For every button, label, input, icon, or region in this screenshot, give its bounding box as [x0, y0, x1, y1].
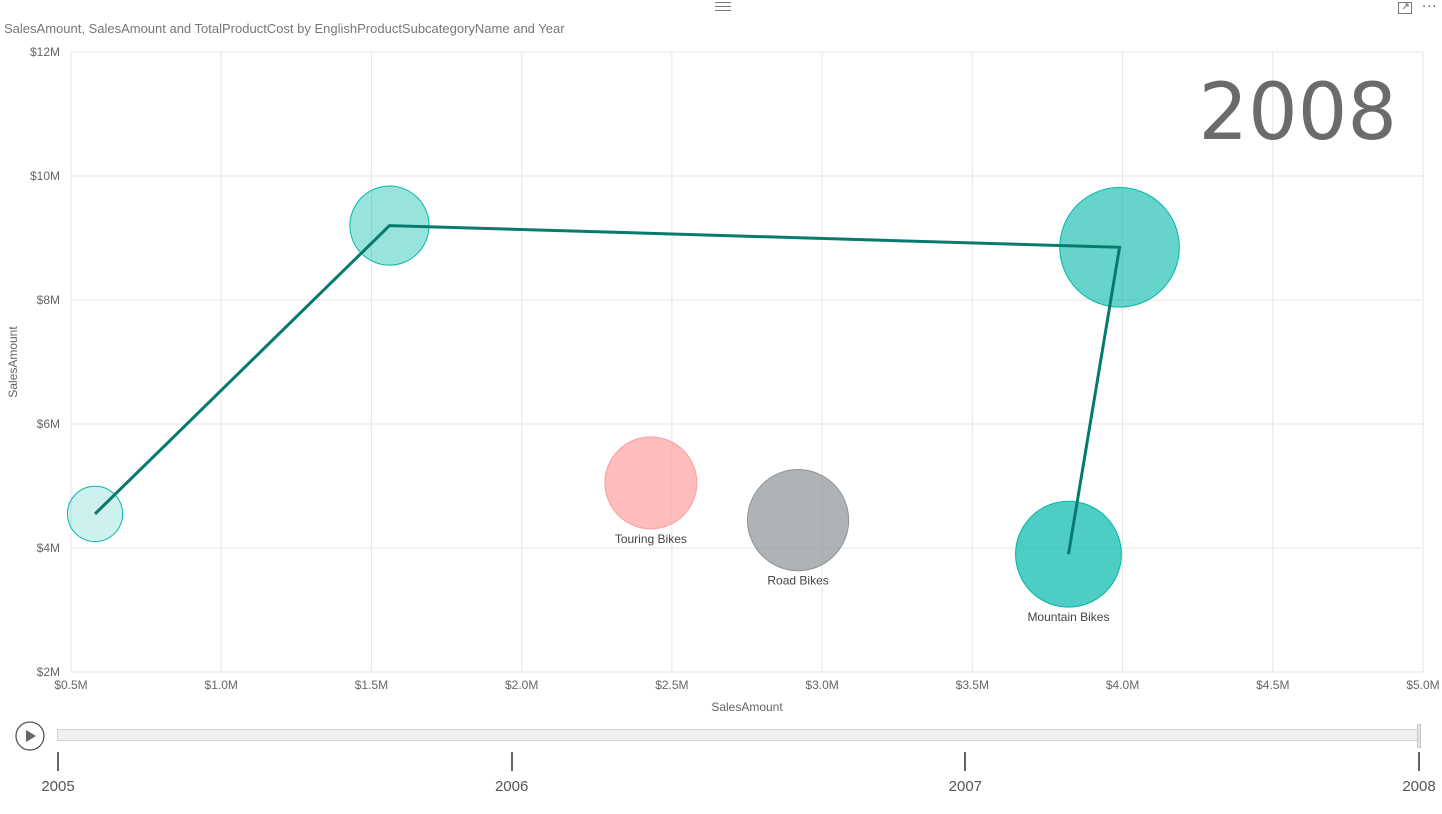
- play-button[interactable]: [15, 721, 45, 751]
- current-year-watermark: 2008: [1198, 68, 1397, 158]
- timeline-slider-thumb[interactable]: [1417, 724, 1421, 748]
- axes: $0.5M $1.0M $1.5M $2.0M $2.5M $3.0M $3.5M $4.0M…: [30, 45, 1440, 692]
- focus-mode-icon[interactable]: [1398, 2, 1412, 14]
- timeline-tick: [57, 752, 59, 771]
- bubble-labels: Touring Bikes Road Bikes Mountain Bikes: [93, 224, 1122, 624]
- x-tick-label: $0.5M: [54, 678, 87, 692]
- bubble-label: Touring Bikes: [615, 532, 687, 546]
- y-tick-label: $8M: [37, 293, 60, 307]
- timeline-year-label[interactable]: 2006: [494, 778, 529, 795]
- grid-lines: [70, 51, 1424, 673]
- hamburger-icon[interactable]: [715, 2, 731, 12]
- x-tick-label: $4.0M: [1106, 678, 1139, 692]
- x-axis-title: SalesAmount: [711, 700, 783, 714]
- bubble-road-bikes: [746, 468, 850, 572]
- bubble-touring-bikes: [604, 436, 698, 530]
- x-tick-label: $5.0M: [1406, 678, 1439, 692]
- play-icon: [26, 730, 36, 742]
- chart-title: SalesAmount, SalesAmount and TotalProduc…: [4, 21, 565, 36]
- y-tick-label: $12M: [30, 45, 60, 59]
- y-tick-label: $2M: [37, 665, 60, 679]
- more-options-icon[interactable]: ···: [1422, 0, 1438, 15]
- visual-header: ···: [0, 0, 1442, 18]
- bubbles: [604, 436, 1122, 608]
- timeline-year-label[interactable]: 2005: [41, 778, 75, 795]
- timeline-year-label[interactable]: 2008: [1402, 778, 1436, 795]
- x-tick-label: $2.5M: [655, 678, 688, 692]
- y-tick-label: $4M: [37, 541, 60, 555]
- x-tick-label: $1.0M: [205, 678, 238, 692]
- y-tick-label: $10M: [30, 169, 60, 183]
- timeline-tick: [510, 752, 513, 771]
- timeline-slider-track[interactable]: [57, 729, 1419, 741]
- x-tick-label: $1.5M: [355, 678, 388, 692]
- bubble-label: Road Bikes: [767, 574, 828, 588]
- x-tick-label: $4.5M: [1256, 678, 1289, 692]
- y-axis-title: SalesAmount: [6, 326, 20, 398]
- x-tick-label: $3.5M: [956, 678, 989, 692]
- x-tick-label: $3.0M: [805, 678, 838, 692]
- x-tick-label: $2.0M: [505, 678, 538, 692]
- trail-line: [93, 224, 1122, 555]
- scatter-chart: $0.5M $1.0M $1.5M $2.0M $2.5M $3.0M $3.5M $4.0M…: [6, 45, 1440, 714]
- timeline-tick: [964, 752, 967, 771]
- y-tick-label: $6M: [37, 417, 60, 431]
- timeline-tick: [1418, 752, 1420, 771]
- bubble-label: Mountain Bikes: [1027, 610, 1109, 624]
- timeline-year-label[interactable]: 2007: [948, 778, 983, 795]
